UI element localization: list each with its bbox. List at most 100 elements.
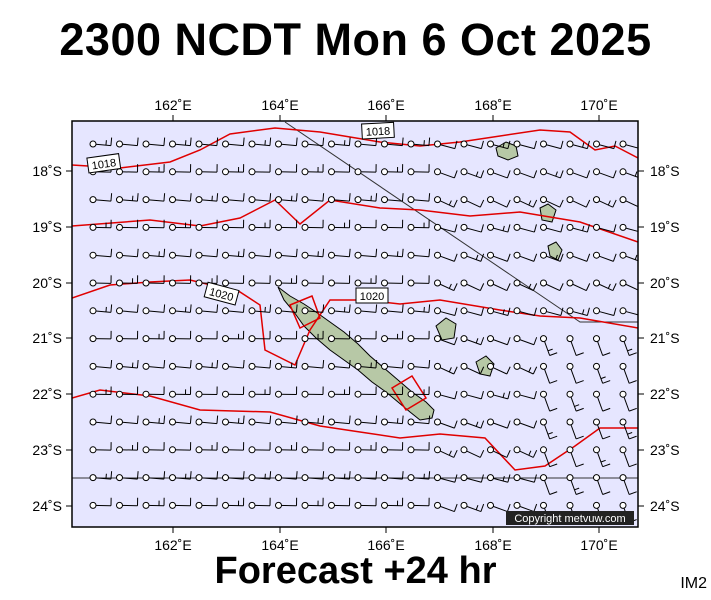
wind-barb [513, 251, 538, 262]
wind-barb [169, 304, 192, 315]
wind-barb [169, 193, 192, 204]
wind-barb [619, 418, 637, 440]
wind-barb [619, 196, 638, 208]
wind-barb [354, 164, 377, 176]
wind-barb [566, 168, 591, 179]
wind-barb [275, 137, 298, 148]
wind-barb [142, 386, 165, 398]
wind-barb [275, 497, 298, 509]
wind-barb [222, 471, 245, 482]
wind-barb [195, 248, 219, 259]
lat-label: 20˚S [650, 275, 680, 291]
wind-barb [301, 497, 324, 509]
wind-barb [116, 442, 139, 454]
wind-barb [248, 193, 272, 204]
wind-barb [116, 248, 139, 259]
wind-barb [301, 137, 325, 148]
wind-barb [434, 418, 458, 429]
wind-barb [513, 335, 538, 346]
wind-barb [195, 193, 219, 204]
lat-label: 22˚S [650, 386, 680, 402]
wind-barb [89, 359, 113, 370]
isobar-label: 1020 [355, 287, 389, 304]
wind-barb [301, 248, 325, 259]
island [435, 317, 457, 341]
forecast-label: Forecast +24 hr [214, 550, 497, 592]
wind-barb [222, 219, 245, 231]
wind-barb [301, 330, 324, 343]
wind-barb [593, 196, 617, 208]
lat-label: 24˚S [32, 498, 62, 514]
wind-barb [487, 446, 511, 458]
wind-barb [593, 251, 617, 262]
wind-barb [487, 223, 511, 233]
wind-barb [434, 390, 458, 400]
wind-barb [328, 442, 351, 454]
lon-label: 166˚E [367, 97, 404, 113]
wind-barb [487, 501, 511, 513]
wind-barb [460, 140, 484, 150]
wind-barb [487, 362, 511, 375]
isobar [72, 389, 638, 471]
lat-label: 23˚S [32, 442, 62, 458]
wind-barb [275, 359, 298, 370]
wind-barb [460, 279, 485, 292]
wind-barb [460, 168, 485, 179]
wind-barb [434, 196, 458, 208]
wind-barb [460, 474, 484, 483]
wind-barb [169, 219, 192, 231]
wind-barb [222, 137, 245, 148]
wind-barb [195, 137, 219, 148]
wind-barb [301, 275, 324, 287]
wind-barb [487, 251, 511, 262]
wind-barb [407, 304, 431, 315]
wind-barb [328, 193, 351, 204]
wind-barb [222, 359, 245, 370]
wind-barb [328, 219, 351, 231]
wind-barb [460, 196, 485, 208]
wind-barb [434, 168, 458, 179]
wind-barb [434, 501, 458, 513]
wind-barb [142, 415, 166, 426]
wind-barb [619, 362, 637, 384]
wind-barb [619, 446, 637, 468]
map-frame [71, 120, 639, 528]
wind-barb [460, 251, 485, 262]
lat-label: 21˚S [32, 330, 62, 346]
wind-barb [566, 362, 584, 384]
wind-barb [593, 362, 611, 384]
wind-barb [328, 415, 351, 426]
wind-barb [275, 193, 298, 204]
isobar-label: 1018 [361, 121, 395, 140]
axis-ticks [66, 115, 644, 533]
wind-barb [89, 193, 113, 204]
wind-barb [354, 193, 378, 204]
wind-barb [116, 386, 139, 398]
isobar [72, 279, 638, 367]
wind-barb [328, 471, 351, 482]
wind-barb [248, 359, 272, 370]
wind-barb [540, 196, 564, 208]
wind-barb [116, 359, 139, 370]
wind-barb [301, 415, 325, 426]
wind-barb [381, 471, 404, 482]
wind-barb [381, 442, 404, 454]
wind-barb [407, 137, 431, 148]
wind-barb [460, 501, 485, 513]
wind-barb [275, 386, 298, 398]
wind-barb [381, 386, 404, 398]
wind-barb [169, 359, 192, 370]
wind-barb [407, 359, 431, 370]
wind-barb [513, 446, 538, 458]
wind-barb [301, 219, 324, 231]
wind-barb [248, 497, 271, 509]
wind-barb [248, 219, 271, 231]
wind-barb [301, 304, 325, 315]
wind-barb [487, 335, 511, 346]
isobar-label: 1018 [86, 153, 122, 174]
wind-barb [593, 307, 617, 316]
wind-barb [566, 279, 591, 292]
wind-barb [593, 168, 617, 179]
wind-barb [407, 275, 430, 287]
wind-barb [513, 307, 537, 316]
